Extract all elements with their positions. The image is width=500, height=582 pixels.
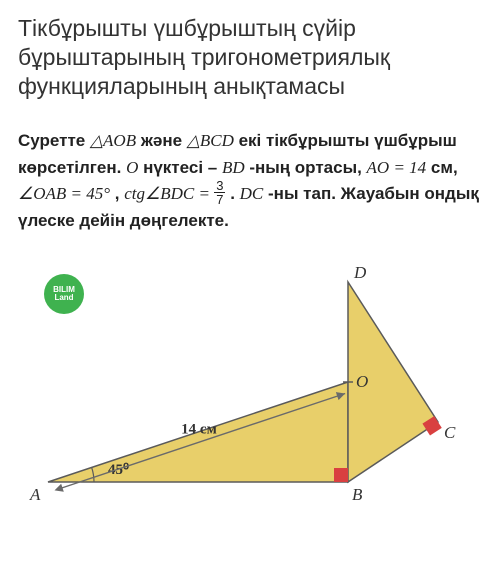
svg-text:14 см: 14 см — [181, 422, 217, 438]
tri-aob: △AOB — [90, 131, 136, 150]
badge-bot: Land — [54, 294, 73, 302]
svg-text:O: O — [356, 372, 368, 391]
svg-text:45⁰: 45⁰ — [108, 462, 129, 478]
svg-text:D: D — [353, 263, 367, 282]
seg-dc: DC — [240, 184, 264, 203]
t: және — [141, 131, 187, 150]
t: Суретте — [18, 131, 90, 150]
diagram-svg: 45⁰ 14 см A B O D C — [18, 252, 478, 512]
page-title: Тікбұрышты үшбұрыштың сүйір бұрыштарының… — [18, 14, 482, 100]
frac-num: 3 — [214, 179, 225, 193]
tri-bcd: △BCD — [187, 131, 234, 150]
fraction: 3 7 — [214, 179, 225, 206]
t: нүктесі – — [143, 158, 222, 177]
t: , — [115, 184, 124, 203]
point-o: O — [126, 158, 138, 177]
ctg: ctg∠BDC = — [124, 184, 214, 203]
t: см, — [431, 158, 458, 177]
svg-text:B: B — [352, 485, 363, 504]
t: . — [230, 184, 239, 203]
figure: BILIM Land 45⁰14 смABODC — [18, 252, 478, 512]
t: -ның ортасы, — [249, 158, 366, 177]
seg-bd: BD — [222, 158, 245, 177]
problem-text: Суретте △AOB және △BCD екі тікбұрышты үш… — [18, 128, 482, 234]
frac-den: 7 — [214, 193, 225, 206]
svg-text:A: A — [29, 485, 41, 504]
angle-oab: ∠OAB = 45° — [18, 184, 110, 203]
svg-text:C: C — [444, 423, 456, 442]
ao-eq: AO = 14 — [367, 158, 427, 177]
